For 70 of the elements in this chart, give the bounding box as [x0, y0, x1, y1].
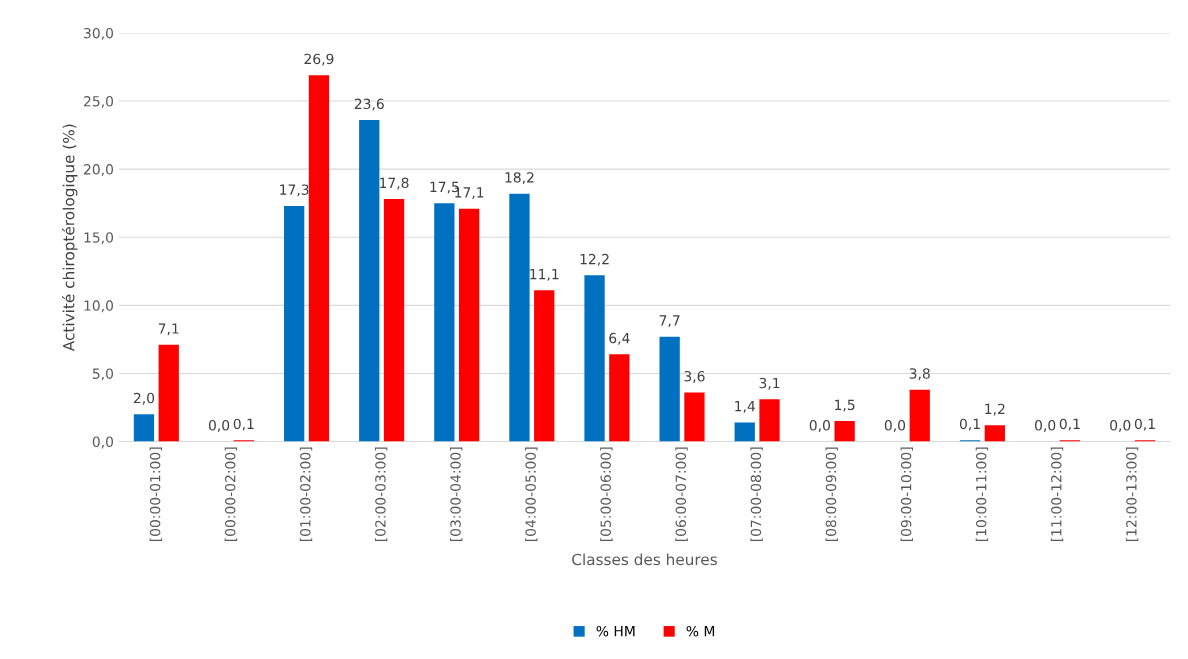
y-tick-label: 25,0: [84, 96, 114, 108]
data-label: 0,1: [959, 418, 980, 431]
y-tick-label: 20,0: [84, 164, 114, 177]
x-tick-label: [05:00-06:00]: [600, 447, 613, 542]
x-tick-label: [10:00-11:00]: [975, 447, 989, 542]
data-label: 0,1: [1059, 418, 1080, 431]
data-label: 1,5: [835, 399, 855, 412]
data-label: 2,0: [133, 392, 155, 405]
data-label: 0,0: [1110, 420, 1131, 432]
data-label: 23,6: [354, 98, 384, 111]
x-axis-title: Classes des heures: [572, 553, 717, 566]
bar: [534, 290, 555, 442]
data-label: 7,7: [659, 315, 680, 328]
bar: [984, 425, 1005, 442]
bar: [734, 422, 755, 442]
y-axis-title: Activité chiroptérologique (%): [62, 124, 78, 352]
legend-label: % HM: [596, 625, 635, 637]
x-tick-label: [01:00-02:00]: [299, 447, 313, 542]
x-tick-label: [02:00-03:00]: [374, 447, 388, 542]
data-label: 3,6: [684, 370, 705, 383]
x-tick-label: [00:00-01:00]: [149, 447, 163, 542]
data-label: 3,1: [759, 377, 780, 390]
x-tick-label: [03:00-04:00]: [450, 447, 463, 542]
bar: [759, 399, 780, 442]
x-tick-label: [11:00-12:00]: [1050, 447, 1064, 542]
data-label: 12,2: [580, 253, 609, 266]
y-tick-label: 15,0: [84, 232, 114, 245]
data-label: 1,4: [735, 401, 756, 413]
data-label: 17,3: [280, 184, 309, 197]
data-label: 1,2: [985, 403, 1005, 416]
bar: [158, 344, 179, 442]
bar: [434, 203, 455, 442]
bar: [308, 75, 330, 442]
data-label: 17,8: [380, 177, 409, 190]
data-label: 0,0: [208, 420, 230, 432]
data-label: 0,0: [884, 420, 906, 432]
data-label: 0,0: [1035, 420, 1056, 432]
bar: [909, 389, 930, 442]
x-tick-label: [00:00-02:00]: [224, 447, 238, 542]
data-label: 0,0: [809, 420, 830, 432]
bar: [684, 392, 705, 442]
data-label: 11,1: [530, 269, 559, 281]
data-label: 0,1: [233, 418, 254, 431]
x-tick-label: [07:00-08:00]: [750, 447, 763, 542]
legend-label: % M: [686, 625, 715, 637]
bar: [459, 208, 480, 442]
x-tick-label: [06:00-07:00]: [675, 447, 688, 542]
bar: [284, 205, 305, 442]
bar: [584, 275, 605, 442]
y-tick-label: 30,0: [84, 27, 114, 40]
y-tick-label: 0,0: [92, 436, 114, 449]
data-label: 7,1: [158, 323, 179, 336]
bar: [359, 120, 380, 442]
x-tick-label: [08:00-09:00]: [825, 447, 838, 542]
data-label: 26,9: [304, 53, 334, 66]
bar: [659, 336, 680, 442]
bar: [383, 199, 405, 442]
bar: [509, 193, 530, 442]
x-tick-label: [04:00-05:00]: [525, 447, 538, 542]
data-label: 18,2: [505, 172, 534, 185]
bar: [609, 354, 630, 442]
x-tick-label: [09:00-10:00]: [900, 447, 913, 542]
data-label: 0,1: [1134, 418, 1155, 431]
data-label: 6,4: [609, 332, 630, 345]
y-tick-label: 10,0: [84, 300, 114, 313]
x-tick-label: [12:00-13:00]: [1125, 447, 1139, 542]
data-label: 3,8: [909, 368, 930, 381]
y-tick-label: 5,0: [92, 368, 114, 381]
bar: [133, 414, 155, 442]
bar: [834, 421, 855, 442]
